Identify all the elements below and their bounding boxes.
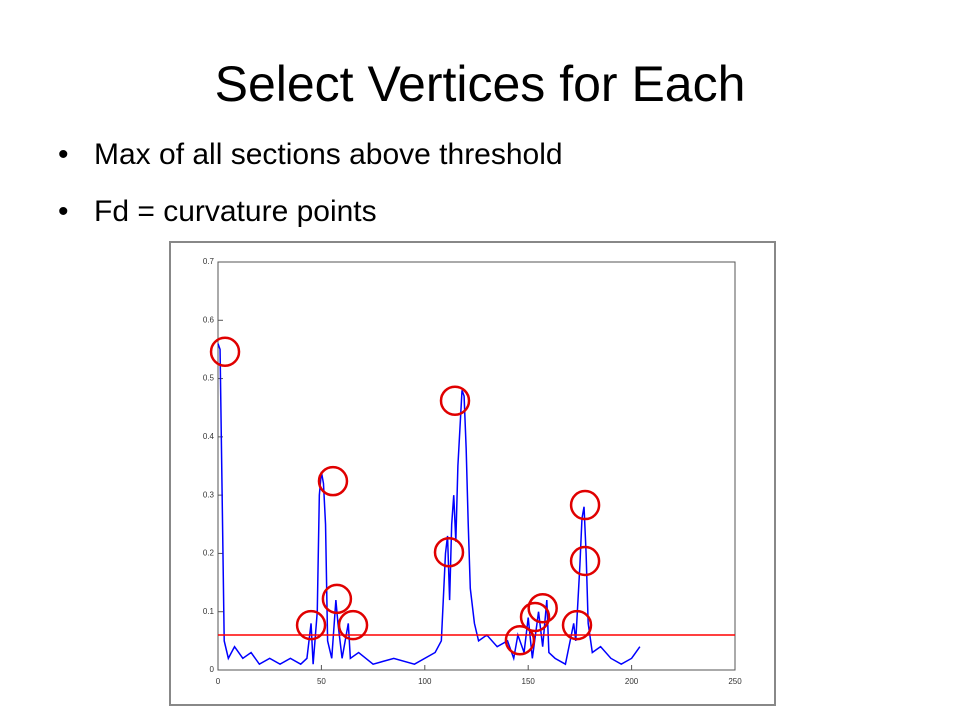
vertex-marker	[317, 465, 349, 497]
y-tick-label: 0.3	[203, 490, 215, 499]
y-tick-label: 0.5	[203, 374, 215, 383]
y-tick-label: 0.6	[203, 315, 215, 324]
y-tick-label: 0	[210, 665, 215, 674]
y-tick-label: 0.7	[203, 257, 215, 266]
y-tick-label: 0.4	[203, 432, 215, 441]
x-tick-label: 250	[728, 677, 742, 686]
x-tick-label: 50	[317, 677, 326, 686]
vertex-marker	[295, 609, 327, 641]
vertex-marker	[433, 537, 465, 568]
vertex-marker	[439, 385, 471, 416]
slide-title: Select Vertices for Each	[214, 56, 746, 112]
bullet: • Fd = curvature points	[58, 195, 377, 228]
plot-box	[217, 261, 736, 671]
vertex-marker	[569, 545, 601, 577]
x-tick-label: 150	[522, 677, 536, 686]
x-tick-label: 200	[625, 677, 639, 686]
vertex-marker	[569, 489, 601, 521]
chart-frame	[169, 241, 776, 706]
bullet-text: Fd = curvature points	[94, 195, 377, 228]
bullet: • Max of all sections above threshold	[58, 138, 563, 171]
vertex-marker	[337, 609, 369, 641]
vertex-marker	[504, 625, 536, 656]
vertex-marker	[527, 592, 558, 624]
x-tick-label: 0	[216, 677, 221, 686]
x-tick-label: 100	[418, 677, 432, 686]
bullet-text: Max of all sections above threshold	[94, 138, 563, 171]
y-tick-label: 0.2	[203, 549, 215, 558]
vertex-marker	[561, 609, 593, 641]
y-tick-label: 0.1	[203, 607, 215, 616]
vertex-marker	[519, 601, 551, 633]
vertex-marker	[321, 583, 353, 615]
vertex-marker	[209, 336, 241, 368]
